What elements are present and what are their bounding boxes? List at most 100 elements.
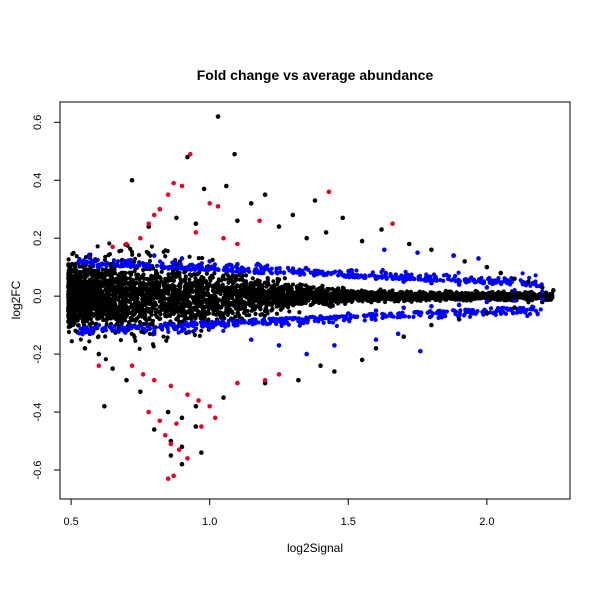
point-dense xyxy=(86,300,92,305)
point-blue-band xyxy=(79,331,84,336)
point-dense xyxy=(262,280,267,285)
point-dense xyxy=(139,312,144,318)
point-dense xyxy=(226,280,231,285)
point-dense xyxy=(241,278,246,283)
point-dense xyxy=(190,289,195,294)
point-blue-band xyxy=(170,266,175,271)
point-dense xyxy=(234,274,239,279)
point-dense xyxy=(186,309,191,314)
point-dense xyxy=(148,280,154,285)
point-dense xyxy=(376,299,381,304)
point-blue-band xyxy=(312,315,317,320)
point-dense xyxy=(81,285,86,291)
point-dense xyxy=(68,264,73,269)
point-dense xyxy=(103,254,108,260)
point-dense xyxy=(221,273,226,278)
point-blue-band xyxy=(157,259,163,264)
point-dense xyxy=(502,293,508,298)
point-dense xyxy=(181,308,187,313)
point-dense xyxy=(224,305,229,311)
point-blue-band xyxy=(458,308,463,313)
point-blue-band xyxy=(247,318,252,323)
point-dense xyxy=(144,282,149,287)
point-dense xyxy=(197,333,202,338)
point-blue-band xyxy=(271,318,276,324)
point-dense xyxy=(198,316,203,321)
point-dense xyxy=(258,293,263,298)
point-dense xyxy=(257,280,262,285)
point-blue-band xyxy=(229,263,234,268)
point-dense xyxy=(271,293,276,298)
point-dense xyxy=(97,303,102,309)
point-dense xyxy=(208,278,213,283)
point-dense xyxy=(220,286,225,292)
point-dense xyxy=(193,312,198,318)
point-blue-band xyxy=(441,278,446,283)
point-dense xyxy=(201,289,206,294)
point-dense xyxy=(377,293,382,298)
point-blue-band xyxy=(312,273,317,278)
point-dense xyxy=(320,287,325,292)
point-dense xyxy=(336,288,341,293)
point-dense xyxy=(320,299,325,304)
point-blue-band xyxy=(199,323,204,329)
point-blue-band xyxy=(520,271,525,276)
point-dense xyxy=(214,281,219,286)
point-blue-band xyxy=(239,320,244,325)
point-dense xyxy=(330,291,335,296)
point-dense xyxy=(129,249,135,254)
point-dense xyxy=(154,278,159,283)
chart-title: Fold change vs average abundance xyxy=(197,67,434,83)
point-dense xyxy=(187,277,192,282)
point-dense xyxy=(99,310,104,316)
point-dense xyxy=(271,279,276,284)
point-dense xyxy=(194,288,199,293)
point-dense xyxy=(67,278,72,283)
point-dense xyxy=(81,269,86,275)
point-blue-band xyxy=(456,270,461,275)
point-dense xyxy=(300,282,305,288)
point-dense xyxy=(148,276,153,281)
point-dense xyxy=(246,289,251,294)
point-dense xyxy=(123,304,128,310)
point-dense xyxy=(137,302,142,307)
point-dense xyxy=(101,276,107,282)
point-dense xyxy=(405,293,410,299)
point-dense xyxy=(124,299,129,304)
point-blue-band xyxy=(354,268,359,273)
point-dense xyxy=(360,293,365,298)
point-dense xyxy=(128,305,133,310)
point-dense xyxy=(498,296,503,301)
point-dense xyxy=(103,334,108,339)
point-blue-band xyxy=(84,259,90,264)
point-dense xyxy=(213,295,218,300)
point-dense xyxy=(446,289,452,294)
point-dense xyxy=(178,302,184,307)
point-dense xyxy=(186,283,192,289)
point-dense xyxy=(73,267,78,272)
point-dense xyxy=(193,283,198,289)
point-blue-band xyxy=(538,307,543,312)
point-dense xyxy=(73,303,79,308)
point-blue-band xyxy=(154,263,160,269)
point-dense xyxy=(133,318,138,323)
point-dense xyxy=(176,313,181,318)
point-dense xyxy=(114,317,119,322)
point-dense xyxy=(112,306,117,311)
point-dense xyxy=(216,290,221,295)
point-dense xyxy=(147,258,153,264)
point-dense xyxy=(382,299,388,305)
point-dense xyxy=(203,285,208,290)
point-dense xyxy=(132,256,138,261)
point-dense xyxy=(507,297,513,303)
point-dense xyxy=(236,307,241,312)
point-dense xyxy=(165,286,170,291)
point-blue-band xyxy=(280,316,285,321)
point-blue-band xyxy=(488,306,494,311)
point-dense xyxy=(112,268,117,273)
point-dense xyxy=(145,309,151,314)
point-blue-band xyxy=(178,261,183,266)
point-blue-band xyxy=(371,314,377,320)
point-dense xyxy=(308,288,313,293)
point-dense xyxy=(261,298,266,303)
